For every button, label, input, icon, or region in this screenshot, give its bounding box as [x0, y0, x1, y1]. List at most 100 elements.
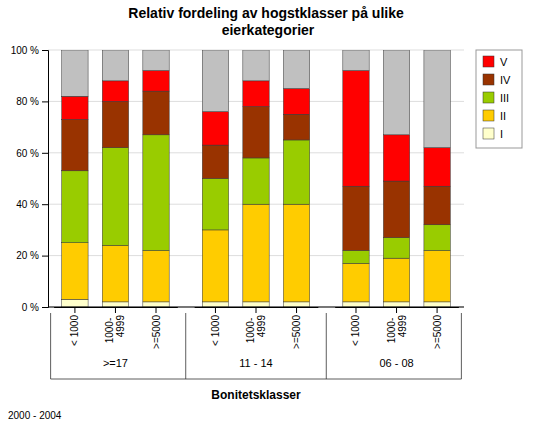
x-tick: < 1000	[69, 307, 80, 346]
x-tick-mark	[156, 307, 157, 313]
x-tick-label-line: < 1000	[210, 315, 221, 346]
bar	[283, 89, 309, 115]
bar	[62, 119, 88, 170]
bars	[62, 50, 451, 307]
x-tick-mark	[74, 307, 75, 313]
legend-frame	[476, 50, 522, 148]
bar	[62, 50, 88, 96]
x-tick-label: 1000- 4999	[386, 315, 408, 344]
y-tick-label: 60 %	[16, 148, 39, 159]
bar	[383, 50, 409, 135]
legend-label: II	[500, 110, 506, 122]
x-tick: < 1000	[350, 307, 361, 346]
annotation: 2000 - 2004	[8, 410, 62, 421]
bar	[343, 50, 369, 71]
bar	[283, 114, 309, 140]
y-tick-mark	[42, 204, 48, 205]
bar	[343, 250, 369, 263]
bar	[383, 302, 409, 307]
legend-swatch	[483, 128, 494, 139]
bar	[202, 302, 228, 307]
title-line: Relativ fordeling av hogstklasser på uli…	[128, 5, 407, 21]
bar	[243, 302, 269, 307]
x-tick: 1000- 4999	[386, 307, 408, 343]
group-label: 11 - 14	[239, 357, 272, 369]
y-tick-label: 20 %	[16, 250, 39, 261]
bar	[424, 50, 450, 148]
legend-swatch	[483, 56, 494, 67]
group-bracket	[51, 379, 462, 380]
x-tick: 1000- 4999	[104, 307, 126, 343]
y-tick: 80 %	[16, 96, 48, 107]
bar	[102, 302, 128, 307]
bar	[383, 238, 409, 259]
bar	[424, 186, 450, 225]
bar	[383, 135, 409, 181]
x-tick: 1000- 4999	[245, 307, 267, 343]
group-bracket	[50, 313, 51, 379]
x-axis: < 1000 1000- 4999 >=5000	[335, 307, 459, 349]
bar	[102, 101, 128, 147]
y-tick-mark	[42, 50, 48, 51]
group-bracket	[461, 313, 462, 379]
bar	[143, 71, 169, 92]
x-tick-label-line: 1000-	[104, 315, 115, 343]
x-tick: >=5000	[432, 307, 443, 349]
bar	[383, 258, 409, 302]
x-tick-label-line: 4999	[115, 315, 126, 338]
y-axis: 0 % 20 % 40 % 60 % 80 % 100 %	[11, 45, 49, 313]
bar	[62, 299, 88, 307]
y-tick-label: 0 %	[22, 302, 39, 313]
legend-entry: II	[483, 110, 506, 122]
bar	[102, 245, 128, 302]
x-tick-label-line: 1000-	[386, 315, 397, 343]
plot-area: 0 % 20 % 40 % 60 % 80 % 100 % < 1000 1000- 4999…	[11, 45, 522, 402]
bar	[102, 81, 128, 102]
legend-swatch	[483, 110, 494, 121]
y-tick: 100 %	[11, 45, 48, 56]
chart: Relativ fordeling av hogstklasser på uli…	[0, 0, 536, 425]
x-tick-label-line: >=5000	[151, 315, 162, 349]
x-axis: < 10001000- 4999>=5000	[195, 307, 319, 349]
bar	[243, 81, 269, 107]
legend-label: IV	[500, 74, 511, 86]
x-tick-label: >=5000	[151, 315, 162, 349]
legend-swatch	[483, 92, 494, 103]
x-tick-label-line: 4999	[397, 315, 408, 338]
y-tick-label: 40 %	[16, 199, 39, 210]
x-tick-label-line: 1000-	[245, 315, 256, 343]
y-tick: 20 %	[16, 250, 48, 261]
bar	[343, 263, 369, 302]
x-tick-label: < 1000	[350, 315, 361, 346]
legend-entry: III	[483, 92, 509, 104]
x-tick-mark	[256, 307, 257, 313]
group-bracket	[185, 313, 186, 379]
bar	[343, 186, 369, 250]
x-axis-title: Bonitetsklasser	[211, 388, 301, 402]
legend-label: I	[500, 128, 503, 140]
bar	[143, 135, 169, 251]
bar	[424, 148, 450, 187]
bar	[243, 50, 269, 81]
title: Relativ fordeling av hogstklasser på uli…	[128, 5, 407, 38]
bar	[383, 181, 409, 238]
bar	[424, 302, 450, 307]
group-label: >=17	[103, 357, 128, 369]
bar	[62, 171, 88, 243]
legend-entry: I	[483, 128, 503, 140]
y-tick: 40 %	[16, 199, 48, 210]
bar	[143, 91, 169, 135]
bar	[424, 225, 450, 251]
x-tick: >=5000	[151, 307, 162, 349]
legend: VIVIIIIII	[476, 50, 522, 148]
group-label: 06 - 08	[379, 357, 413, 369]
x-tick-label-line: < 1000	[69, 315, 80, 346]
bar	[202, 179, 228, 230]
x-tick-label: < 1000	[69, 315, 80, 346]
group-brackets	[51, 313, 462, 379]
x-tick-mark	[215, 307, 216, 313]
title-line: eierkategorier	[222, 22, 315, 38]
x-tick-label: 1000- 4999	[245, 315, 267, 344]
legend-entry: IV	[483, 74, 511, 86]
bar	[102, 148, 128, 246]
